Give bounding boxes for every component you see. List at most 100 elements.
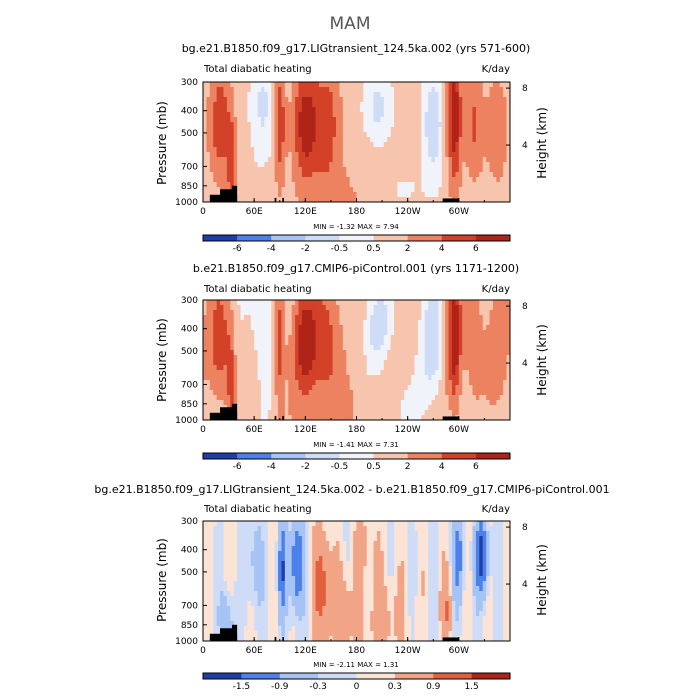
heatmap-cell: [417, 82, 422, 88]
heatmap-cell: [458, 102, 463, 108]
heatmap-cell: [346, 526, 351, 532]
heatmap-cell: [250, 531, 255, 537]
heatmap-cell: [496, 360, 501, 366]
heatmap-cell: [475, 147, 480, 153]
heatmap-cell: [499, 157, 504, 163]
heatmap-cell: [438, 132, 443, 138]
heatmap-cell: [469, 152, 473, 158]
heatmap-cell: [230, 536, 235, 542]
heatmap-cell: [240, 102, 245, 108]
heatmap-cell: [400, 177, 405, 183]
heatmap-cell: [305, 400, 310, 406]
heatmap-cell: [407, 546, 412, 552]
heatmap-cell: [257, 127, 262, 133]
heatmap-cell: [390, 97, 395, 103]
heatmap-cell: [376, 375, 381, 381]
heatmap-cell: [298, 87, 303, 93]
heatmap-cell: [434, 192, 439, 198]
heatmap-cell: [431, 355, 436, 361]
heatmap-cell: [482, 82, 487, 88]
heatmap-cell: [462, 167, 467, 173]
heatmap-cell: [486, 137, 490, 143]
heatmap-cell: [503, 132, 507, 138]
heatmap-cell: [209, 360, 214, 366]
heatmap-cell: [421, 405, 426, 411]
colorbar-label: -6: [233, 244, 242, 254]
heatmap-cell: [325, 380, 330, 386]
heatmap-cell: [353, 167, 357, 173]
heatmap-cell: [237, 152, 241, 158]
heatmap-cell: [260, 400, 265, 406]
heatmap-cell: [322, 325, 327, 331]
heatmap-cell: [312, 405, 316, 411]
heatmap-cell: [496, 335, 501, 341]
heatmap-cell: [213, 335, 218, 341]
heatmap-cell: [397, 325, 402, 331]
heatmap-cell: [274, 300, 279, 306]
heatmap-cell: [411, 350, 415, 356]
heatmap-cell: [356, 122, 361, 128]
heatmap-cell: [496, 320, 501, 326]
heatmap-cell: [305, 92, 310, 98]
panel-3: bg.e21.B1850.f09_g17.LIGtransient_124.5k…: [94, 483, 609, 692]
heatmap-cell: [257, 112, 262, 118]
heatmap-cell: [431, 197, 436, 203]
heatmap-cell: [346, 320, 351, 326]
heatmap-cell: [482, 107, 487, 113]
heatmap-cell: [394, 172, 398, 178]
heatmap-cell: [373, 365, 378, 371]
heatmap-cell: [363, 152, 368, 158]
heatmap-cell: [387, 385, 392, 391]
heatmap-cell: [363, 325, 368, 331]
heatmap-cell: [373, 526, 378, 532]
heatmap-cell: [339, 192, 344, 198]
heatmap-cell: [458, 137, 463, 143]
heatmap-cell: [503, 112, 507, 118]
heatmap-cell: [486, 395, 490, 401]
heatmap-cell: [315, 132, 320, 138]
heatmap-cell: [441, 380, 446, 386]
heatmap-cell: [243, 325, 248, 331]
heatmap-cell: [291, 157, 296, 163]
heatmap-cell: [479, 325, 484, 331]
heatmap-cell: [407, 300, 412, 306]
heatmap-cell: [445, 117, 449, 123]
heatmap-cell: [380, 192, 385, 198]
heatmap-cell: [383, 330, 388, 336]
heatmap-cell: [329, 147, 334, 153]
heatmap-cell: [213, 305, 218, 311]
heatmap-cell: [489, 177, 494, 183]
heatmap-cell: [213, 137, 218, 143]
heatmap-cell: [291, 405, 296, 411]
heatmap-cell: [496, 410, 501, 416]
heatmap-cell: [479, 365, 484, 371]
heatmap-cell: [243, 335, 248, 341]
heatmap-cell: [260, 162, 265, 168]
heatmap-cell: [397, 137, 402, 143]
heatmap-cell: [216, 107, 221, 113]
heatmap-cell: [250, 107, 255, 113]
heatmap-cell: [424, 531, 429, 537]
heatmap-cell: [271, 197, 276, 203]
heatmap-cell: [247, 122, 252, 128]
heatmap-cell: [233, 536, 238, 542]
heatmap-cell: [421, 127, 426, 133]
heatmap-cell: [404, 112, 409, 118]
heatmap-cell: [288, 117, 293, 123]
heatmap-cell: [400, 147, 405, 153]
heatmap-cell: [489, 385, 494, 391]
heatmap-cell: [469, 147, 473, 153]
heatmap-cell: [332, 187, 337, 193]
heatmap-cell: [404, 137, 409, 143]
heatmap-cell: [482, 132, 487, 138]
heatmap-cell: [233, 385, 238, 391]
heatmap-cell: [370, 410, 374, 416]
heatmap-cell: [257, 147, 262, 153]
heatmap-cell: [469, 325, 473, 331]
heatmap-cell: [278, 137, 282, 143]
heatmap-cell: [332, 117, 337, 123]
heatmap-cell: [233, 147, 238, 153]
heatmap-cell: [243, 122, 248, 128]
heatmap-cell: [434, 345, 439, 351]
heatmap-cell: [417, 182, 422, 188]
